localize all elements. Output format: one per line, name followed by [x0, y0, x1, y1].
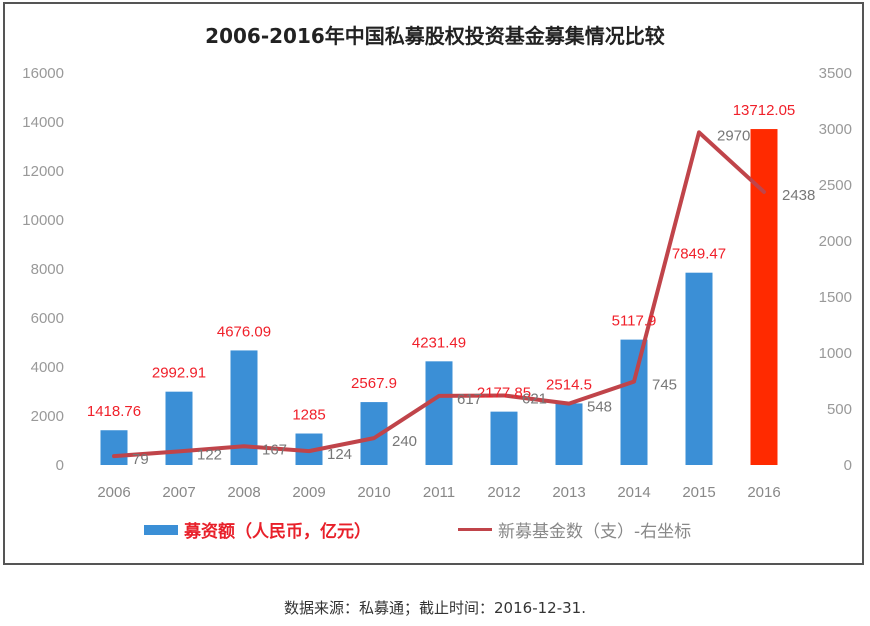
left-tick-label: 4000	[31, 359, 64, 376]
line-data-label: 2970	[717, 127, 750, 144]
bar-data-label: 2567.9	[351, 375, 397, 392]
x-tick-label: 2012	[487, 484, 520, 501]
bar-data-label: 1418.76	[87, 403, 141, 420]
legend-item-fund-count: 新募基金数（支）-右坐标	[458, 517, 691, 542]
legend-label-fund-count: 新募基金数（支）-右坐标	[498, 522, 692, 542]
x-axis: 2006 2007 2008 2009 2010 2011 2012 2013 2014 2015…	[97, 484, 780, 501]
bar-data-label: 4231.49	[412, 334, 466, 351]
bar-data-label: 2992.91	[152, 365, 206, 382]
line-data-label: 621	[522, 390, 547, 407]
chart-frame	[3, 2, 864, 565]
right-tick-label: 1500	[819, 289, 852, 306]
left-tick-label: 8000	[31, 261, 64, 278]
legend: 募资额（人民币，亿元） 新募基金数（支）-右坐标	[0, 517, 870, 542]
x-tick-label: 2006	[97, 484, 130, 501]
x-tick-label: 2013	[552, 484, 585, 501]
bar	[490, 411, 518, 465]
x-tick-label: 2015	[682, 484, 715, 501]
line-data-label: 745	[652, 377, 677, 394]
bar	[685, 272, 713, 465]
x-tick-label: 2011	[423, 484, 455, 501]
bar-data-label: 7849.47	[672, 246, 726, 263]
left-tick-label: 12000	[22, 163, 64, 180]
legend-bar-swatch-icon	[144, 524, 178, 535]
left-tick-label: 2000	[31, 408, 64, 425]
x-tick-label: 2016	[747, 484, 780, 501]
right-tick-label: 1000	[819, 345, 852, 362]
left-tick-label: 10000	[22, 212, 64, 229]
source-note: 数据来源：私募通；截止时间：2016-12-31.	[284, 599, 586, 617]
line-data-label: 2438	[782, 187, 815, 204]
line-data-labels: 79 122 167 124 240 617 621 548 745 2970 2438	[132, 127, 815, 468]
left-tick-label: 16000	[22, 65, 64, 82]
line-data-label: 240	[392, 433, 417, 450]
bar	[100, 430, 128, 465]
x-tick-label: 2010	[357, 484, 390, 501]
right-tick-label: 3000	[819, 121, 852, 138]
bar-data-label: 1285	[292, 407, 325, 424]
x-tick-label: 2009	[292, 484, 325, 501]
line-data-label: 79	[132, 451, 149, 468]
bar-data-labels: 1418.76 2992.91 4676.09 1285 2567.9 4231.49 21…	[87, 102, 795, 423]
left-axis: 0 2000 4000 6000 8000 10000 12000 14000 16000	[22, 65, 64, 474]
bar	[750, 129, 778, 465]
left-tick-label: 0	[56, 457, 64, 474]
right-tick-label: 500	[827, 401, 852, 418]
bar-data-label: 4676.09	[217, 323, 271, 340]
right-tick-label: 2000	[819, 233, 852, 250]
right-axis: 0 500 1000 1500 2000 2500 3000 3500	[819, 65, 852, 474]
line-data-label: 124	[327, 446, 352, 463]
bar	[620, 339, 648, 465]
legend-item-fundraising: 募资额（人民币，亿元）	[144, 517, 371, 542]
chart-title: 2006-2016年中国私募股权投资基金募集情况比较	[205, 24, 665, 48]
line-series	[112, 130, 766, 459]
right-tick-label: 3500	[819, 65, 852, 82]
bar-data-label: 2177.85	[477, 385, 531, 402]
bar	[555, 403, 583, 465]
legend-line-swatch-icon	[458, 528, 492, 531]
left-tick-label: 14000	[22, 114, 64, 131]
x-tick-label: 2014	[617, 484, 650, 501]
bar-data-label: 5117.9	[612, 313, 657, 330]
bar	[425, 361, 453, 465]
left-tick-label: 6000	[31, 310, 64, 327]
x-tick-label: 2008	[227, 484, 260, 501]
line-data-label: 548	[587, 399, 612, 416]
x-tick-label: 2007	[162, 484, 195, 501]
bar-data-label: 2514.5	[546, 376, 592, 393]
legend-label-fundraising: 募资额（人民币，亿元）	[184, 522, 371, 542]
right-tick-label: 2500	[819, 177, 852, 194]
line-data-label: 122	[197, 446, 222, 463]
right-tick-label: 0	[844, 457, 852, 474]
bar-series	[100, 129, 778, 465]
line-data-label: 167	[262, 441, 287, 458]
line-data-label: 617	[457, 391, 482, 408]
bar-data-label: 13712.05	[733, 102, 796, 119]
